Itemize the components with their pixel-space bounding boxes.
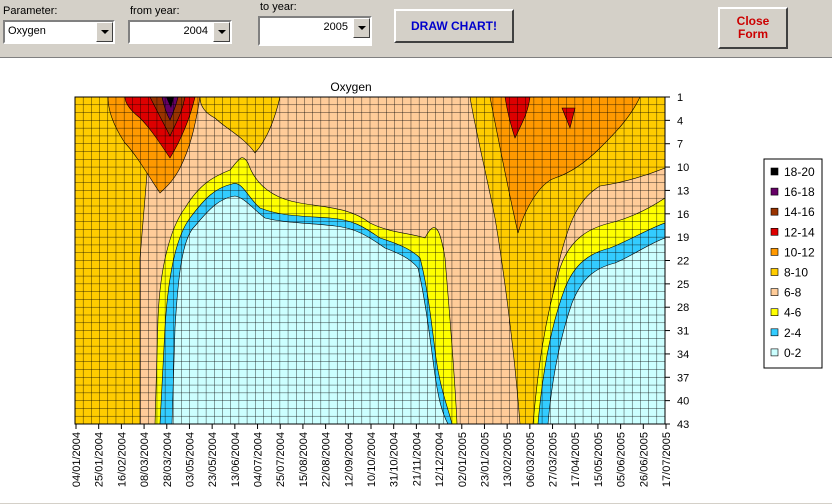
legend-label: 12-14 [784, 225, 815, 239]
x-tick-label: 26/06/2005 [638, 432, 650, 487]
to-year-value: 2005 [323, 21, 348, 33]
contour-chart: Oxygen [71, 80, 823, 487]
y-tick-label: 28 [677, 302, 689, 314]
legend-label: 0-2 [784, 346, 802, 360]
y-tick-label: 13 [677, 185, 689, 197]
y-tick-label: 10 [677, 162, 689, 174]
x-tick-label: 05/06/2005 [616, 432, 628, 487]
legend-swatch [770, 308, 779, 316]
x-tick-label: 17/04/2005 [570, 432, 582, 487]
chevron-down-icon [357, 26, 366, 30]
legend-swatch [770, 207, 779, 216]
band-12-14-right-2 [561, 107, 576, 129]
y-tick-label: 37 [677, 372, 689, 384]
x-tick-label: 17/07/2005 [661, 432, 673, 487]
to-year-dropdown-button[interactable] [353, 18, 370, 38]
x-tick-label: 16/02/2004 [116, 432, 128, 487]
legend-swatch [770, 328, 779, 337]
x-tick-label: 04/01/2004 [71, 432, 83, 487]
parameter-value: Oxygen [8, 25, 46, 37]
close-form-label: Close Form [736, 14, 770, 41]
x-tick-label: 12/12/2004 [434, 432, 446, 487]
parameter-select[interactable]: Oxygen [3, 20, 115, 44]
legend-swatch [770, 248, 779, 256]
x-tick-label: 06/03/2005 [525, 432, 537, 487]
to-year-select[interactable]: 2005 [258, 16, 372, 46]
x-axis: 04/01/2004 25/01/2004 16/02/2004 08/03/2004… [71, 424, 673, 487]
x-tick-label: 12/09/2004 [343, 432, 355, 487]
y-tick-label: 31 [677, 326, 689, 338]
x-tick-label: 25/01/2004 [94, 432, 106, 487]
x-tick-label: 03/05/2004 [184, 432, 196, 487]
x-tick-label: 23/01/2005 [479, 432, 491, 487]
chart-grid [75, 97, 665, 424]
chevron-down-icon [100, 30, 109, 34]
y-tick-label: 43 [677, 419, 689, 431]
band-0-2-left [171, 195, 449, 424]
from-year-dropdown-button[interactable] [213, 22, 230, 42]
toolbar: Parameter: Oxygen from year: 2004 to yea… [0, 0, 832, 57]
y-tick-label: 34 [677, 349, 689, 361]
legend-swatch [770, 228, 779, 236]
x-tick-label: 23/05/2004 [207, 432, 219, 487]
x-tick-label: 21/11/2004 [411, 432, 423, 486]
legend-label: 6-8 [784, 286, 802, 300]
chart-area: Oxygen [0, 57, 832, 503]
draw-chart-button[interactable]: DRAW CHART! [394, 9, 514, 43]
draw-chart-label: DRAW CHART! [411, 19, 497, 33]
plot-bands [75, 97, 665, 424]
legend-swatch [770, 348, 779, 357]
legend-label: 14-16 [784, 205, 815, 219]
x-tick-label: 28/03/2004 [162, 432, 174, 487]
x-tick-label: 04/07/2004 [253, 432, 265, 487]
x-tick-label: 22/08/2004 [321, 432, 333, 487]
x-tick-label: 27/03/2005 [548, 432, 560, 487]
from-year-value: 2004 [183, 25, 208, 37]
x-tick-label: 25/07/2004 [275, 432, 287, 487]
y-tick-label: 16 [677, 209, 689, 221]
band-18-20-left [166, 97, 174, 108]
y-tick-label: 19 [677, 232, 689, 244]
legend-label: 18-20 [784, 165, 815, 179]
y-axis: 1 4 7 10 13 16 19 22 25 28 31 34 37 40 43 [665, 92, 689, 431]
parameter-label: Parameter: [3, 5, 58, 17]
legend-label: 10-12 [784, 245, 815, 259]
from-year-select[interactable]: 2004 [128, 20, 232, 44]
legend-swatch [770, 268, 779, 276]
from-year-label: from year: [130, 5, 180, 17]
y-tick-label: 7 [677, 139, 683, 151]
close-form-button[interactable]: Close Form [718, 7, 788, 49]
legend-swatch [770, 288, 779, 296]
legend-swatch [770, 167, 779, 176]
legend: 18-20 16-18 14-16 12-14 10-12 8-10 6-8 4-6 2-4 0-… [763, 158, 823, 369]
x-tick-label: 13/06/2004 [230, 432, 242, 487]
legend-label: 4-6 [784, 306, 802, 320]
legend-label: 8-10 [784, 266, 808, 280]
x-tick-label: 15/05/2005 [593, 432, 605, 487]
y-tick-label: 40 [677, 396, 689, 408]
y-tick-label: 25 [677, 279, 689, 291]
legend-label: 16-18 [784, 185, 815, 199]
legend-swatch [770, 187, 779, 196]
chart-title: Oxygen [330, 80, 371, 94]
x-tick-label: 13/02/2005 [502, 432, 514, 487]
x-tick-label: 02/01/2005 [457, 432, 469, 487]
parameter-dropdown-button[interactable] [96, 22, 113, 42]
legend-label: 2-4 [784, 326, 802, 340]
x-tick-label: 31/10/2004 [389, 432, 401, 487]
chevron-down-icon [217, 30, 226, 34]
x-tick-label: 10/10/2004 [366, 432, 378, 487]
y-tick-label: 22 [677, 256, 689, 268]
x-tick-label: 15/08/2004 [298, 432, 310, 487]
y-tick-label: 4 [677, 115, 683, 127]
x-tick-label: 08/03/2004 [139, 432, 151, 487]
y-tick-label: 1 [677, 92, 683, 104]
to-year-label: to year: [260, 1, 297, 13]
